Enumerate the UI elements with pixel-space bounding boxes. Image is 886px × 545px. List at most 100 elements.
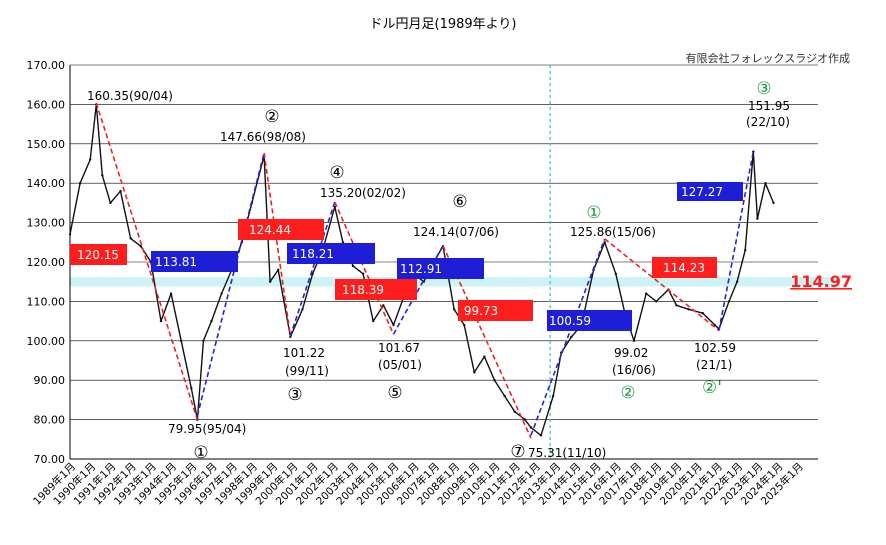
price-point xyxy=(539,434,543,437)
label-peak-2022-date: (22/10) xyxy=(746,115,790,129)
x-axis: 1989年1月1990年1月1991年1月1992年1月1993年1月1994年… xyxy=(30,460,805,508)
y-tick-label: 120.00 xyxy=(27,256,66,269)
label-low-2005-value: 101.67 xyxy=(378,341,420,355)
price-point xyxy=(78,182,82,185)
label-low-1995: 79.95(95/04) xyxy=(168,422,246,436)
label-peak-1990: 160.35(90/04) xyxy=(87,89,173,103)
price-point xyxy=(675,304,678,307)
blue-box-3-label: 112.91 xyxy=(400,262,442,276)
trend-line-5 xyxy=(334,201,395,335)
red-box-3-label: 118.39 xyxy=(342,283,384,297)
price-point xyxy=(452,308,456,311)
blue-box-2-label: 118.21 xyxy=(292,247,334,261)
red-box-2: 124.44 xyxy=(238,219,324,240)
price-point xyxy=(392,323,395,327)
label-low-2016-date: (16/06) xyxy=(612,363,656,377)
y-tick-label: 160.00 xyxy=(27,98,66,111)
price-point xyxy=(139,245,142,248)
support-band xyxy=(70,276,838,287)
label-low-2021-date: (21/1) xyxy=(696,358,732,372)
marker-black-7: ⑦ xyxy=(510,442,525,462)
y-tick-label: 110.00 xyxy=(27,295,66,308)
price-point xyxy=(529,426,533,429)
y-tick-label: 70.00 xyxy=(34,453,66,466)
y-tick-label: 100.00 xyxy=(27,335,66,348)
red-box-5-label: 114.23 xyxy=(663,261,705,275)
marker-black-1: ① xyxy=(193,443,208,463)
price-point xyxy=(190,386,193,390)
trend-line-10 xyxy=(718,151,755,331)
price-point xyxy=(493,379,496,382)
blue-box-1: 113.81 xyxy=(151,251,238,272)
label-low-2021-value: 102.59 xyxy=(694,341,736,355)
y-tick-label: 90.00 xyxy=(34,374,66,387)
price-point xyxy=(570,335,573,339)
y-axis: 70.00 80.00 90.00 100.00 110.00 120.00 130.00 1… xyxy=(27,59,818,466)
price-point xyxy=(202,339,205,342)
price-point xyxy=(341,241,345,244)
blue-box-4: 100.59 xyxy=(547,310,632,331)
chart-title: ドル円月足(1989年より) xyxy=(370,17,517,32)
price-point xyxy=(351,264,355,268)
price-point xyxy=(169,292,173,295)
blue-box-4-label: 100.59 xyxy=(549,314,591,328)
red-box-1-label: 120.15 xyxy=(77,248,119,262)
price-point xyxy=(503,394,506,398)
credit-text: 有限会社フォレックスラジオ作成 xyxy=(686,51,850,65)
marker-green-2-prime: ②' xyxy=(702,378,722,398)
marker-black-4: ④ xyxy=(329,163,344,183)
label-low-2005-date: (05/01) xyxy=(378,358,422,372)
marker-black-6: ⑥ xyxy=(452,192,467,212)
price-point xyxy=(119,189,122,193)
red-box-4-label: 99.73 xyxy=(464,304,498,318)
price-point xyxy=(101,174,104,177)
price-point xyxy=(756,217,759,220)
price-point xyxy=(301,308,304,311)
trend-line-2 xyxy=(196,152,265,416)
trend-line-3 xyxy=(263,152,292,337)
price-point xyxy=(129,237,132,240)
marker-black-5: ⑤ xyxy=(387,383,402,403)
price-point xyxy=(277,268,280,272)
marker-black-2: ② xyxy=(264,107,279,127)
y-tick-label: 130.00 xyxy=(27,217,66,230)
price-point xyxy=(68,233,72,236)
price-point xyxy=(687,308,690,311)
price-point xyxy=(551,394,555,398)
price-point xyxy=(210,319,213,323)
price-point xyxy=(473,371,476,374)
price-point xyxy=(513,410,516,413)
label-peak-2015: 125.86(15/06) xyxy=(570,225,656,239)
price-point xyxy=(109,201,112,205)
price-point xyxy=(701,312,704,315)
y-tick-label: 150.00 xyxy=(27,138,66,151)
blue-box-3: 112.91 xyxy=(397,258,484,279)
price-point xyxy=(632,339,636,342)
label-low-2016-value: 99.02 xyxy=(614,346,648,360)
price-point xyxy=(463,323,466,327)
price-point xyxy=(644,292,648,295)
red-box-2-label: 124.44 xyxy=(249,223,291,237)
red-box-5: 114.23 xyxy=(652,257,717,278)
label-low-2011: 75.31(11/10) xyxy=(528,446,606,460)
label-low-1999-date: (99/11) xyxy=(285,364,329,378)
marker-green-3: ③ xyxy=(756,79,771,99)
price-point xyxy=(655,300,658,303)
price-point xyxy=(523,418,527,421)
price-point xyxy=(382,304,385,307)
price-point xyxy=(483,355,486,358)
label-low-1999-value: 101.22 xyxy=(283,346,325,360)
price-point xyxy=(752,150,755,153)
price-point xyxy=(361,272,365,276)
price-point xyxy=(179,339,183,342)
price-point xyxy=(372,319,375,323)
blue-box-1-label: 113.81 xyxy=(155,255,197,269)
price-point xyxy=(772,201,775,205)
label-peak-2007: 124.14(07/06) xyxy=(413,225,499,239)
price-point xyxy=(744,248,747,252)
blue-box-5: 127.27 xyxy=(677,182,743,201)
price-point xyxy=(220,292,223,295)
price-point xyxy=(735,280,739,283)
